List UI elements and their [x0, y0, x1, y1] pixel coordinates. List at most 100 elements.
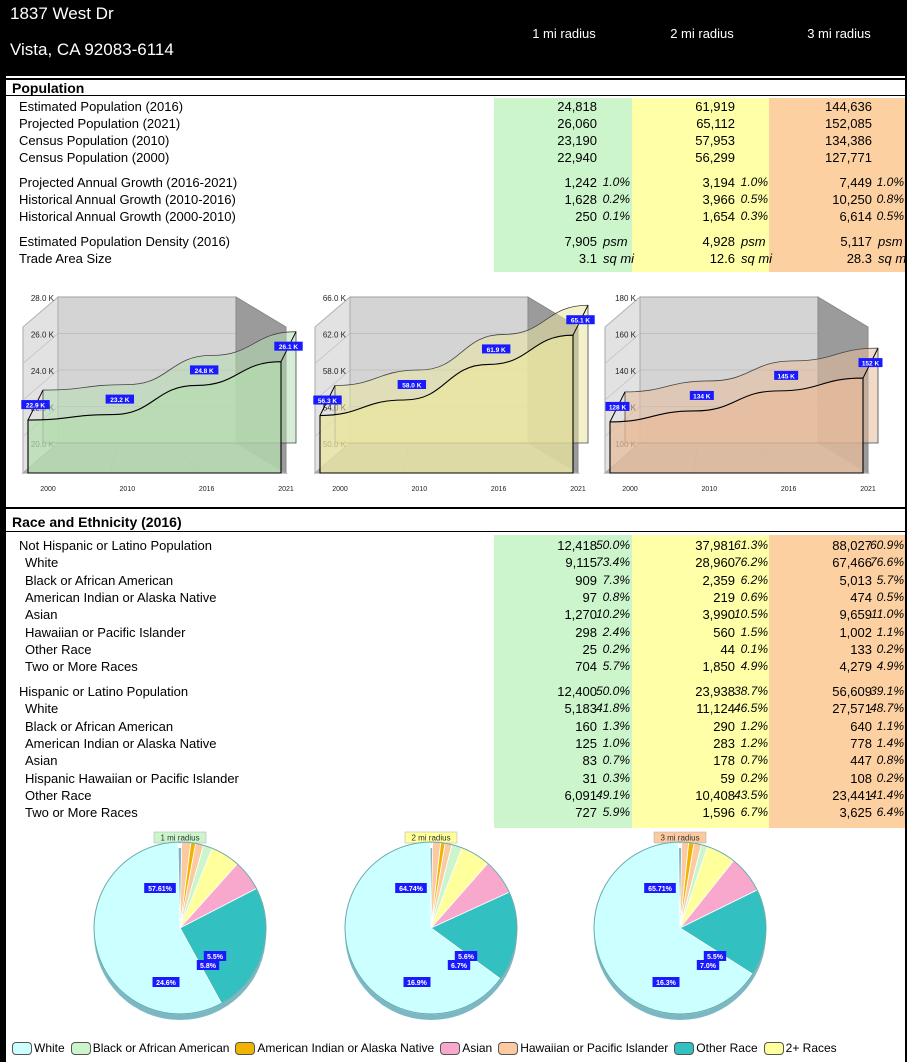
data-label-box: [196, 960, 220, 970]
cell-percent: 1.4%: [876, 735, 904, 750]
x-tick-label: 2000: [332, 486, 348, 493]
row-label: Black or African American: [25, 718, 174, 734]
table-row: Two or More Races 704 5.7% 1,850 4.9% 4,279 4.…: [0, 658, 907, 675]
cell-value: 1,002: [839, 624, 872, 640]
row-label: Asian: [25, 753, 58, 769]
address-line-2: Vista, CA 92083-6114: [10, 40, 174, 59]
cell-percent: 76.2%: [733, 555, 768, 570]
cell-percent: 49.1%: [595, 787, 630, 802]
section-title-population: Population: [6, 78, 905, 96]
cell-percent: 41.4%: [869, 787, 904, 802]
pie-title-bg: [653, 831, 707, 844]
row-label: Other Race: [25, 787, 92, 803]
data-label-box: [774, 370, 799, 380]
cell-value: 125: [575, 735, 597, 751]
cell-value: 11,124: [696, 701, 735, 717]
pie-title-bg: [404, 831, 458, 844]
data-label-box: [397, 380, 427, 389]
row-label: Census Population (2000): [19, 150, 170, 165]
section-divider: [6, 507, 905, 509]
cell-value: 44: [720, 641, 735, 657]
cell-value: 97: [582, 589, 597, 605]
row-label: Estimated Population (2016): [19, 99, 184, 114]
y-tick-label: 26.0 K: [31, 331, 55, 340]
cell-value: 10,408: [695, 787, 735, 803]
cell-percent: 0.7%: [740, 753, 768, 768]
column-header-2mi: 2 mi radius: [670, 26, 734, 41]
cell-percent: 1.2%: [740, 718, 768, 733]
data-label-box: [403, 977, 431, 987]
table-row: American Indian or Alaska Native 125 1.0% 2…: [0, 735, 907, 752]
x-tick-label: 2016: [199, 486, 215, 493]
column-header-1mi: 1 mi radius: [532, 26, 596, 41]
data-label: 5.5%: [207, 954, 224, 961]
pie-legend: White Black or African American American I…: [12, 1040, 843, 1058]
row-label: Trade Area Size: [19, 251, 112, 266]
data-label: 6.7%: [451, 963, 468, 970]
report-header: 1837 West Dr Vista, CA 92083-6114 1 mi r…: [0, 0, 907, 76]
cell-value: 3.1: [578, 251, 597, 266]
cell-value: 178: [713, 753, 735, 769]
x-tick-label: 2010: [702, 486, 718, 493]
cell-unit: psm: [878, 234, 903, 249]
row-label: American Indian or Alaska Native: [25, 589, 217, 605]
legend-item: Other Race: [674, 1041, 758, 1055]
cell-percent: 6.2%: [740, 572, 768, 587]
row-label: Black or African American: [25, 572, 174, 588]
col-bg-1mi: [494, 535, 632, 828]
row-label: Two or More Races: [25, 805, 138, 821]
cell-value: 1,628: [564, 192, 597, 207]
cell-percent: 11.0%: [870, 607, 904, 622]
cell-unit: sq mi: [603, 251, 635, 266]
row-label: Historical Annual Growth (2010-2016): [19, 192, 236, 207]
pie-title: 2 mi radius: [411, 834, 450, 843]
cell-value: 1,654: [702, 209, 735, 224]
cell-value: 12,418: [557, 538, 597, 553]
cell-value: 23,441: [832, 787, 872, 803]
table-row: Hawaiian or Pacific Islander 298 2.4% 560 1.…: [0, 624, 907, 641]
data-label-box: [481, 344, 511, 354]
y-tick-label: 24.0 K: [31, 367, 55, 376]
data-label: 58.0 K: [402, 383, 421, 390]
data-label-box: [703, 951, 727, 961]
cell-value: 67,466: [832, 555, 872, 571]
data-label: 24.6%: [156, 980, 177, 987]
area-series: [609, 377, 864, 474]
table-row: Census Population (2000) 22,940 56,299 127,…: [0, 149, 907, 166]
x-tick-label: 2021: [570, 486, 586, 493]
row-label: Hawaiian or Pacific Islander: [25, 624, 186, 640]
data-label-box: [395, 883, 427, 893]
cell-value: 1,270: [564, 607, 597, 623]
cell-value: 37,981: [695, 538, 735, 553]
cell-percent: 0.5%: [876, 589, 904, 604]
pie-outline: [93, 841, 267, 1015]
cell-percent: 38.7%: [733, 684, 768, 698]
cell-value: 3,966: [702, 192, 735, 207]
cell-percent: 0.2%: [876, 770, 904, 785]
column-header-3mi: 3 mi radius: [807, 26, 871, 41]
cell-percent: 41.8%: [595, 701, 630, 716]
cell-percent: 0.2%: [876, 641, 904, 656]
data-label: 57.61%: [148, 886, 173, 893]
legend-label: American Indian or Alaska Native: [257, 1040, 435, 1055]
pie-outline: [344, 841, 518, 1015]
area-chart-2: 50.0 K54.0 K58.0 K62.0 K66.0 K56.3 K58.0…: [313, 294, 595, 493]
legend-item: 2+ Races: [763, 1040, 837, 1055]
data-label: 64.74%: [399, 886, 424, 893]
y-tick-label: 28.0 K: [31, 294, 55, 303]
cell-value: 219: [713, 589, 735, 605]
legend-swatch: [12, 1041, 32, 1055]
cell-unit: sq mi: [741, 251, 773, 266]
data-label-box: [652, 977, 680, 987]
cell-percent: 50.0%: [595, 538, 630, 552]
cell-value: 56,299: [695, 150, 735, 165]
cell-percent: 1.5%: [740, 624, 768, 639]
x-tick-label: 2021: [860, 486, 876, 493]
legend-label: 2+ Races: [785, 1040, 837, 1055]
table-row: Historical Annual Growth (2000-2010) 250 0…: [0, 208, 907, 225]
table-row: White 5,183 41.8% 11,124 46.5% 27,571 48.7%: [0, 700, 907, 717]
data-label-box: [152, 977, 180, 987]
cell-percent: 5.7%: [602, 659, 630, 674]
data-label-box: [858, 358, 883, 368]
row-label: Hispanic Hawaiian or Pacific Islander: [25, 770, 239, 786]
